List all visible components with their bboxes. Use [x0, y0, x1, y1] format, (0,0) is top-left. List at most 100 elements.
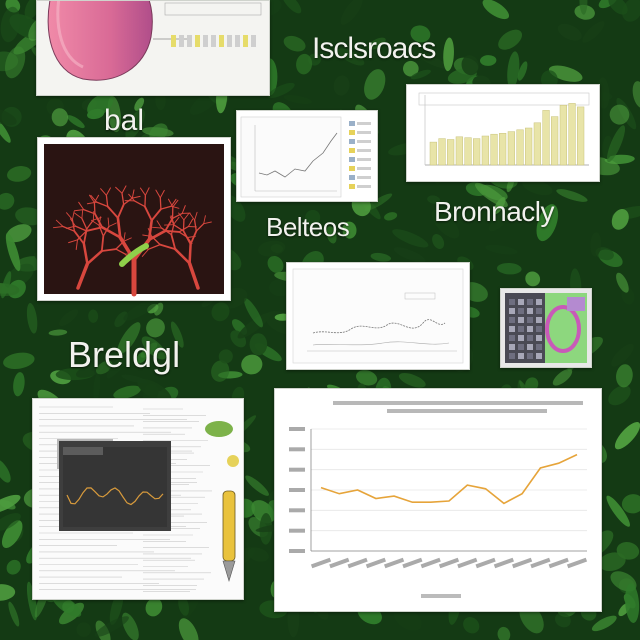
bar-mark	[499, 133, 507, 166]
vein-segment	[189, 212, 196, 221]
label-middle-right: Bronnacly	[434, 196, 555, 227]
vein-segment	[159, 197, 162, 210]
vein-segment	[83, 208, 96, 215]
leaf-shape	[525, 271, 541, 287]
leaf-shape	[427, 195, 441, 204]
thumbnail-cell	[518, 299, 524, 305]
bar-mark	[473, 138, 481, 166]
x-tick-label	[530, 557, 551, 569]
vein-segment	[147, 243, 161, 250]
vein-segment	[123, 232, 126, 242]
vein-segment	[151, 235, 161, 246]
vein-segment	[172, 224, 185, 232]
thumbnail-cell	[518, 335, 524, 341]
leaf-shape	[134, 97, 145, 111]
small-line-chart-card[interactable]	[236, 110, 378, 202]
organ-bar-mark	[187, 35, 192, 47]
legend-text-line	[357, 131, 371, 134]
leaf-shape	[443, 37, 454, 72]
leaf-shape	[552, 368, 573, 386]
vein-segment	[108, 222, 117, 227]
trace-chart-icon	[292, 268, 464, 364]
vein-segment	[116, 216, 122, 239]
leaf-shape	[247, 547, 269, 562]
vein-segment	[82, 242, 89, 266]
vein-segment	[203, 215, 206, 225]
vein-segment	[75, 239, 78, 250]
vein-segment	[78, 201, 85, 211]
vein-segment	[194, 211, 198, 221]
leaf-micrograph-card[interactable]	[37, 137, 231, 301]
legend-text-line	[357, 167, 371, 170]
leaf-shape	[582, 21, 605, 43]
leaf-shape	[625, 583, 640, 623]
vein-segment	[105, 194, 109, 208]
thumbnail-cell	[518, 326, 524, 332]
legend-text-line	[357, 149, 371, 152]
legend-text-line	[357, 122, 371, 125]
leaf-shape	[59, 309, 79, 327]
leaf-shape	[48, 329, 68, 336]
organ-diagram-card[interactable]	[36, 0, 270, 96]
leaf-shape	[0, 283, 20, 297]
leaf-shape	[517, 61, 528, 81]
vein-segment	[147, 227, 153, 237]
organ-bar-mark	[235, 35, 240, 47]
leaf-shape	[241, 354, 263, 375]
vein-segment	[74, 209, 85, 212]
thumbnail-photo-card[interactable]	[500, 288, 592, 368]
small-line-chart-icon	[240, 116, 371, 198]
leaf-shape	[536, 204, 559, 242]
leaf-shape	[609, 104, 630, 125]
vein-segment	[106, 205, 119, 219]
thumbnail-cell	[536, 326, 542, 332]
trend-chart-card[interactable]	[274, 388, 602, 612]
x-tick-label	[329, 557, 350, 569]
document-collage-card[interactable]	[32, 398, 244, 600]
vein-segment	[92, 216, 102, 221]
x-tick-label	[420, 557, 441, 569]
leaf-shape	[356, 370, 378, 386]
bar-mark	[559, 104, 567, 166]
organ-bar-mark	[251, 35, 256, 47]
vein-segment	[131, 195, 141, 199]
vein-segment	[115, 240, 125, 250]
vein-segment	[90, 194, 98, 203]
thumbnail-cell	[518, 317, 524, 323]
leaf-shape	[614, 422, 640, 450]
bar-mark	[455, 136, 463, 166]
vein-segment	[71, 210, 75, 221]
leaf-shape	[463, 617, 480, 634]
leaf-shape	[621, 494, 640, 514]
leaf-shape	[6, 559, 21, 575]
vein-segment	[123, 197, 133, 206]
leaf-shape	[267, 255, 284, 273]
leaf-shape	[488, 210, 511, 232]
leaf-shape	[0, 192, 15, 210]
vein-segment	[95, 201, 109, 208]
leaf-shape	[0, 107, 17, 126]
vein-segment	[144, 187, 150, 196]
vein-segment	[159, 189, 165, 199]
leaf-shape	[146, 318, 165, 338]
leaf-shape	[0, 494, 21, 514]
vein-segment	[107, 217, 110, 227]
organ-bar-mark	[211, 35, 216, 47]
bar-chart-card[interactable]	[406, 84, 600, 182]
leaf-shape	[342, 221, 357, 239]
leaf-shape	[622, 0, 640, 22]
label-lower-left: Breldgl	[68, 334, 181, 375]
leaf-shape	[8, 601, 20, 627]
vein-segment	[115, 248, 126, 255]
thumbnail-cell	[536, 344, 542, 350]
x-tick-label	[548, 557, 569, 569]
thumbnail-cell	[518, 308, 524, 314]
wave-chart-card[interactable]	[286, 262, 470, 370]
vein-segment	[173, 216, 180, 225]
leaf-shape	[244, 298, 263, 328]
leaf-shape	[393, 607, 422, 631]
leaf-shape	[4, 46, 26, 79]
legend-swatch	[349, 139, 355, 144]
thumbnail-cell	[509, 299, 515, 305]
vein-segment	[93, 212, 104, 229]
